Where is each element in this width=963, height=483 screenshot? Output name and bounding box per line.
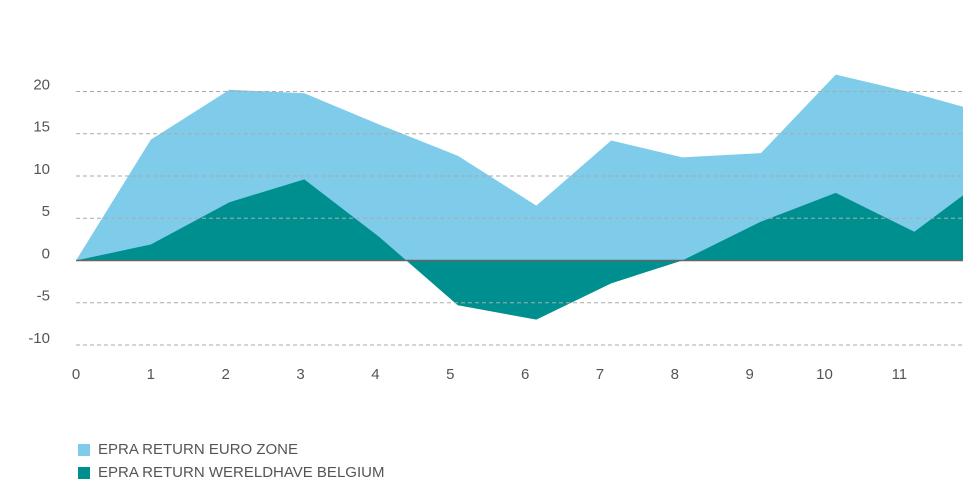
x-tick-label: 11 — [892, 366, 908, 383]
x-tick-label: 10 — [816, 366, 833, 383]
legend-label: EPRA RETURN WERELDHAVE BELGIUM — [98, 464, 384, 481]
legend-label: EPRA RETURN EURO ZONE — [98, 441, 298, 458]
x-tick-label: 9 — [745, 366, 753, 383]
y-tick-label: 0 — [42, 245, 50, 262]
y-tick-label: 15 — [33, 119, 50, 136]
x-tick-label: 5 — [446, 366, 454, 383]
y-tick-label: 10 — [33, 161, 50, 178]
x-tick-label: 1 — [147, 366, 155, 383]
legend-swatch — [78, 467, 90, 479]
x-tick-label: 6 — [521, 366, 529, 383]
x-tick-label: 0 — [72, 366, 80, 383]
legend-swatch — [78, 444, 90, 456]
y-tick-label: 5 — [42, 203, 50, 220]
y-tick-label: 20 — [33, 76, 50, 93]
x-tick-label: 4 — [371, 366, 379, 383]
y-tick-label: -5 — [37, 288, 50, 305]
x-tick-label: 3 — [296, 366, 304, 383]
x-tick-label: 7 — [596, 366, 604, 383]
x-tick-label: 2 — [222, 366, 230, 383]
y-tick-label: -10 — [28, 330, 50, 347]
area — [76, 179, 963, 320]
x-tick-label: 8 — [671, 366, 679, 383]
